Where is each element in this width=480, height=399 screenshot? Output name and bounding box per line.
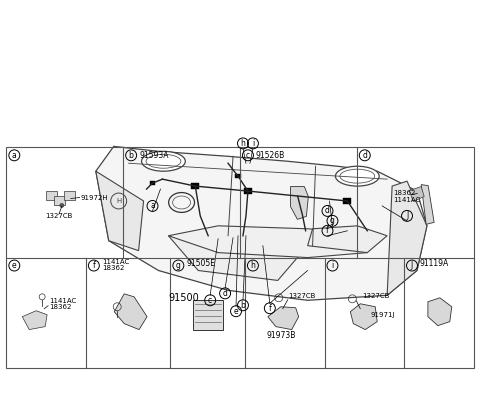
Polygon shape [308, 226, 387, 253]
Polygon shape [268, 307, 299, 330]
Bar [64, 191, 75, 200]
Polygon shape [409, 187, 424, 201]
Text: 18362: 18362 [102, 265, 124, 271]
Text: h: h [251, 261, 255, 270]
Text: i: i [331, 261, 334, 270]
Bar [46, 191, 57, 200]
Polygon shape [290, 187, 308, 219]
Text: 1141AC: 1141AC [393, 196, 420, 203]
Polygon shape [350, 304, 377, 330]
Text: H: H [116, 198, 121, 204]
Bar [54, 196, 65, 205]
Bar [343, 198, 351, 204]
Polygon shape [387, 181, 427, 295]
Polygon shape [421, 185, 434, 224]
Bar [294, 193, 301, 199]
Text: J: J [411, 261, 413, 270]
Text: 18362: 18362 [393, 190, 416, 196]
Circle shape [60, 203, 64, 207]
Text: d: d [325, 206, 330, 215]
Bar [6, 147, 474, 368]
Polygon shape [168, 236, 308, 280]
Text: g: g [176, 261, 181, 270]
Text: h: h [240, 139, 245, 148]
Text: i: i [252, 139, 254, 148]
Polygon shape [114, 294, 147, 330]
Text: a: a [150, 201, 155, 210]
Text: a: a [12, 151, 17, 160]
Text: 91973B: 91973B [266, 330, 296, 340]
Text: 91972H: 91972H [81, 195, 108, 201]
Text: b: b [240, 301, 245, 310]
Text: 1327CB: 1327CB [362, 293, 390, 299]
Polygon shape [96, 146, 427, 300]
Text: b: b [129, 151, 133, 160]
Text: e: e [12, 261, 17, 270]
Text: 1327CB: 1327CB [288, 293, 316, 299]
Text: d: d [223, 289, 228, 298]
Text: 91505E: 91505E [186, 259, 216, 268]
Text: 91593A: 91593A [139, 151, 168, 160]
Text: e: e [234, 307, 239, 316]
Polygon shape [428, 298, 452, 326]
Polygon shape [96, 171, 144, 251]
Text: f: f [326, 226, 329, 235]
Polygon shape [168, 226, 367, 258]
Ellipse shape [142, 151, 185, 171]
Text: 1327CB: 1327CB [45, 213, 72, 219]
Text: 91500: 91500 [168, 293, 199, 303]
Text: f: f [268, 304, 271, 313]
Bar [192, 183, 199, 189]
Bar [235, 174, 241, 178]
Text: d: d [362, 151, 367, 160]
Bar [244, 188, 252, 194]
Text: c: c [208, 296, 212, 305]
Text: g: g [330, 216, 335, 225]
Text: c: c [246, 151, 250, 160]
Bar [193, 300, 223, 330]
Polygon shape [22, 311, 47, 330]
Bar [150, 181, 156, 185]
Ellipse shape [336, 166, 379, 186]
Text: 18362: 18362 [49, 304, 72, 310]
Text: 1141AC: 1141AC [102, 259, 129, 265]
Text: 1141AC: 1141AC [49, 298, 76, 304]
Text: J: J [406, 211, 408, 220]
Text: 91971J: 91971J [370, 312, 395, 318]
Text: 91119A: 91119A [420, 259, 449, 268]
Text: 91526B: 91526B [256, 151, 285, 160]
Text: f: f [93, 261, 95, 270]
